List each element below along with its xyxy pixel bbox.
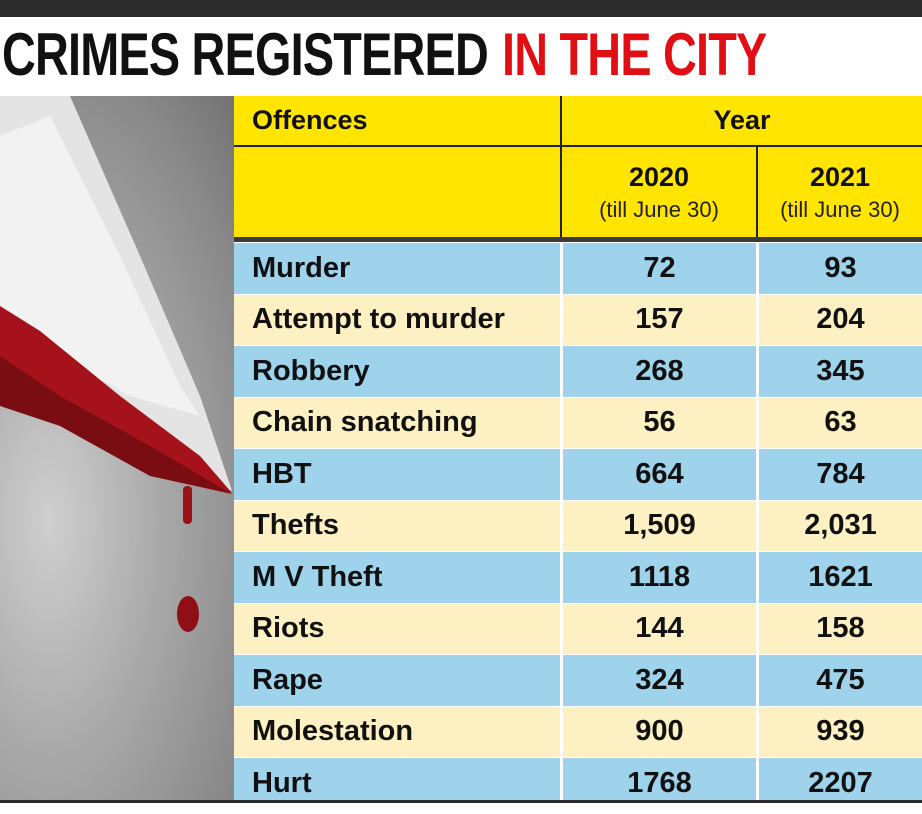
offence-name: Chain snatching	[252, 406, 478, 439]
value-2021: 158	[756, 603, 922, 654]
value-2021: 204	[756, 294, 922, 345]
value-2021: 2,031	[756, 500, 922, 551]
value-2020: 900	[560, 706, 756, 757]
value-2021: 2207	[756, 758, 922, 809]
offence-name: Rape	[252, 663, 323, 696]
top-bar	[0, 0, 922, 17]
offence-name: Robbery	[252, 354, 370, 387]
table-row: HBT 664 784	[234, 448, 922, 500]
value-2020: 56	[560, 397, 756, 448]
value-2020: 144	[560, 603, 756, 654]
value-2021: 939	[756, 706, 922, 757]
year-2020-label: 2020	[628, 161, 690, 192]
headline-part-black: CRIMES REGISTERED	[2, 20, 489, 88]
table-row: Hurt 1768 2207	[234, 757, 922, 809]
offence-name: Riots	[252, 612, 325, 645]
header-divider	[234, 237, 922, 242]
offence-name: M V Theft	[252, 560, 383, 593]
offence-name: Hurt	[252, 766, 312, 799]
table-row: Chain snatching 56 63	[234, 396, 922, 448]
value-2020: 664	[560, 449, 756, 500]
offence-name: HBT	[252, 457, 312, 490]
table-row: Rape 324 475	[234, 654, 922, 706]
table-subheader-row: 2020 (till June 30) 2021 (till June 30)	[234, 147, 922, 237]
value-2021: 63	[756, 397, 922, 448]
table-row: Robbery 268 345	[234, 345, 922, 397]
headline: CRIMES REGISTERED IN THE CITY	[2, 14, 767, 94]
table-row: Molestation 900 939	[234, 705, 922, 757]
offences-subheader-blank	[234, 147, 560, 237]
offences-header: Offences	[252, 105, 368, 135]
value-2020: 324	[560, 655, 756, 706]
table-row: Murder 72 93	[234, 242, 922, 294]
knife-photo	[0, 96, 250, 804]
value-2021: 475	[756, 655, 922, 706]
year-2021-label: 2021	[809, 161, 871, 192]
value-2021: 784	[756, 449, 922, 500]
value-2020: 1,509	[560, 500, 756, 551]
value-2020: 268	[560, 346, 756, 397]
value-2021: 93	[756, 243, 922, 294]
knife-illustration	[0, 96, 232, 632]
table-row: M V Theft 1118 1621	[234, 551, 922, 603]
table-row: Thefts 1,509 2,031	[234, 499, 922, 551]
offence-name: Attempt to murder	[252, 303, 505, 336]
table-row: Riots 144 158	[234, 602, 922, 654]
table-row: Attempt to murder 157 204	[234, 293, 922, 345]
year-2020-note: (till June 30)	[599, 196, 719, 222]
year-2021-note: (till June 30)	[780, 196, 900, 222]
bottom-rule	[0, 800, 922, 814]
value-2021: 345	[756, 346, 922, 397]
offence-name: Murder	[252, 251, 351, 284]
value-2020: 72	[560, 243, 756, 294]
value-2021: 1621	[756, 552, 922, 603]
crime-table: Offences Year 2020 (till June 30) 2021 (…	[234, 96, 922, 809]
year-2020-header: 2020 (till June 30)	[560, 147, 756, 237]
table-header-row: Offences Year	[234, 96, 922, 147]
year-2021-header: 2021 (till June 30)	[756, 147, 922, 237]
offence-name: Molestation	[252, 715, 414, 748]
headline-part-red: IN THE CITY	[502, 20, 767, 88]
offence-name: Thefts	[252, 509, 339, 542]
value-2020: 157	[560, 294, 756, 345]
value-2020: 1118	[560, 552, 756, 603]
year-header: Year	[560, 96, 922, 145]
value-2020: 1768	[560, 758, 756, 809]
